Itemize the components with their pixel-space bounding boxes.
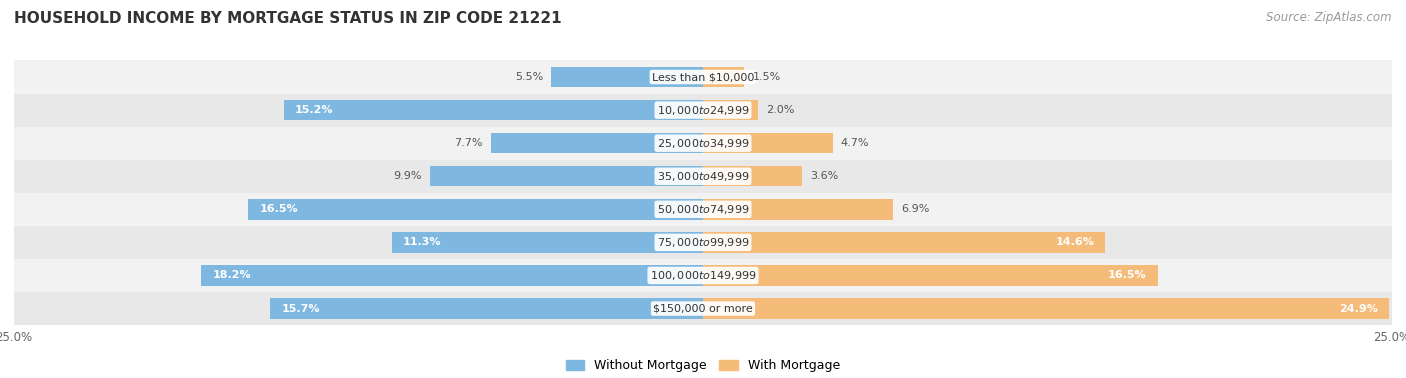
Bar xyxy=(703,67,744,87)
Bar xyxy=(551,67,703,87)
Text: 7.7%: 7.7% xyxy=(454,138,482,148)
Text: 16.5%: 16.5% xyxy=(1108,271,1147,280)
Bar xyxy=(703,265,1157,286)
Text: 1.5%: 1.5% xyxy=(752,72,780,82)
Bar xyxy=(392,232,703,253)
Bar xyxy=(703,133,832,153)
Bar xyxy=(14,193,1392,226)
Text: $75,000 to $99,999: $75,000 to $99,999 xyxy=(657,236,749,249)
Text: 3.6%: 3.6% xyxy=(810,171,839,181)
Text: Source: ZipAtlas.com: Source: ZipAtlas.com xyxy=(1267,11,1392,24)
Bar xyxy=(201,265,703,286)
Text: 24.9%: 24.9% xyxy=(1340,304,1378,313)
Text: 15.2%: 15.2% xyxy=(295,105,333,115)
Text: 5.5%: 5.5% xyxy=(515,72,543,82)
Bar xyxy=(703,199,893,220)
Bar xyxy=(14,259,1392,292)
Bar xyxy=(14,94,1392,127)
Bar xyxy=(14,226,1392,259)
Bar xyxy=(14,60,1392,94)
Text: 9.9%: 9.9% xyxy=(394,171,422,181)
Text: $10,000 to $24,999: $10,000 to $24,999 xyxy=(657,104,749,116)
Bar xyxy=(284,100,703,120)
Bar xyxy=(14,127,1392,160)
Text: $100,000 to $149,999: $100,000 to $149,999 xyxy=(650,269,756,282)
Text: 18.2%: 18.2% xyxy=(212,271,252,280)
Text: Less than $10,000: Less than $10,000 xyxy=(652,72,754,82)
Text: 11.3%: 11.3% xyxy=(402,237,441,247)
Text: $35,000 to $49,999: $35,000 to $49,999 xyxy=(657,170,749,183)
Bar xyxy=(430,166,703,186)
Text: 4.7%: 4.7% xyxy=(841,138,869,148)
Bar xyxy=(14,160,1392,193)
Text: $50,000 to $74,999: $50,000 to $74,999 xyxy=(657,203,749,216)
Text: 14.6%: 14.6% xyxy=(1056,237,1094,247)
Legend: Without Mortgage, With Mortgage: Without Mortgage, With Mortgage xyxy=(561,354,845,377)
Bar xyxy=(703,298,1389,319)
Text: 16.5%: 16.5% xyxy=(259,204,298,214)
Text: $25,000 to $34,999: $25,000 to $34,999 xyxy=(657,137,749,150)
Text: 6.9%: 6.9% xyxy=(901,204,929,214)
Bar xyxy=(491,133,703,153)
Bar xyxy=(703,166,803,186)
Bar xyxy=(270,298,703,319)
Bar xyxy=(703,100,758,120)
Bar xyxy=(249,199,703,220)
Text: HOUSEHOLD INCOME BY MORTGAGE STATUS IN ZIP CODE 21221: HOUSEHOLD INCOME BY MORTGAGE STATUS IN Z… xyxy=(14,11,561,26)
Text: 2.0%: 2.0% xyxy=(766,105,794,115)
Bar xyxy=(14,292,1392,325)
Text: $150,000 or more: $150,000 or more xyxy=(654,304,752,313)
Bar xyxy=(703,232,1105,253)
Text: 15.7%: 15.7% xyxy=(281,304,321,313)
